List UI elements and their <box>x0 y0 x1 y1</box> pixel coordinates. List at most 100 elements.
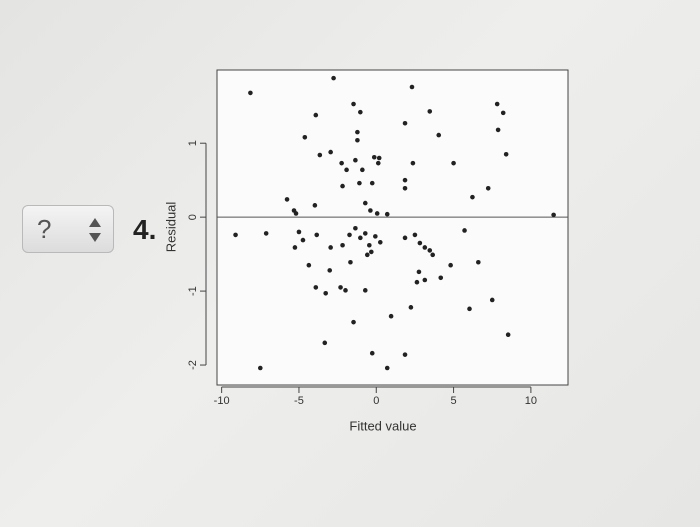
point <box>388 313 394 319</box>
select-arrows <box>89 218 101 242</box>
x-tick-label: 10 <box>525 395 537 407</box>
point <box>368 208 373 213</box>
answer-select[interactable]: ? <box>22 205 114 253</box>
point <box>317 152 323 158</box>
point <box>351 319 356 325</box>
point <box>369 350 375 356</box>
point <box>344 167 349 173</box>
point <box>327 268 333 273</box>
point <box>355 137 360 143</box>
point <box>339 160 344 166</box>
point <box>402 235 408 241</box>
point <box>355 129 360 135</box>
point <box>412 232 418 238</box>
point <box>367 242 372 248</box>
point <box>448 262 453 268</box>
point <box>328 149 333 155</box>
point <box>422 277 428 283</box>
point <box>427 109 433 114</box>
point <box>451 160 456 166</box>
x-tick-label: -10 <box>214 395 230 407</box>
point <box>374 211 380 216</box>
point <box>306 262 312 268</box>
point <box>364 252 370 258</box>
point <box>467 306 472 312</box>
point <box>353 157 358 163</box>
point <box>369 249 374 255</box>
point <box>500 110 506 116</box>
point <box>343 288 348 293</box>
point <box>402 352 408 357</box>
point <box>384 211 390 217</box>
point <box>314 232 320 238</box>
y-tick-label: -1 <box>187 286 199 296</box>
point <box>348 259 353 265</box>
point <box>402 186 408 191</box>
point <box>489 297 495 303</box>
point <box>416 269 422 275</box>
point <box>376 155 382 161</box>
x-tick-label: 5 <box>451 395 457 407</box>
point <box>436 132 442 138</box>
point <box>371 154 377 160</box>
x-tick-label: 0 <box>373 395 379 407</box>
plot-area <box>216 69 569 386</box>
point <box>485 186 491 191</box>
point <box>430 252 436 258</box>
point <box>362 200 368 206</box>
point <box>257 365 263 371</box>
point <box>408 305 414 310</box>
point <box>438 275 444 281</box>
point <box>340 242 345 248</box>
point <box>505 332 511 338</box>
point <box>410 160 416 166</box>
point <box>292 245 298 250</box>
point <box>340 183 345 189</box>
point <box>495 127 501 133</box>
x-axis-label: Fitted value <box>349 418 416 433</box>
point <box>358 235 363 241</box>
point <box>422 245 428 250</box>
point <box>358 109 363 115</box>
point <box>284 197 290 202</box>
point <box>360 167 365 173</box>
point <box>402 120 408 126</box>
point <box>362 288 368 293</box>
point <box>470 194 475 200</box>
point <box>362 231 368 236</box>
point <box>322 340 328 346</box>
point <box>328 245 333 250</box>
x-tick-label: -5 <box>294 395 304 407</box>
point <box>427 248 433 253</box>
point <box>312 203 318 208</box>
y-tick-label: 1 <box>187 140 199 146</box>
point <box>353 225 358 231</box>
y-tick-label: -2 <box>187 360 199 370</box>
point <box>323 291 329 296</box>
answer-value: ? <box>37 214 52 244</box>
point <box>375 160 381 166</box>
point <box>248 90 253 96</box>
point <box>293 211 299 216</box>
point <box>369 180 375 186</box>
point <box>302 134 308 140</box>
point <box>417 240 423 246</box>
point <box>377 239 383 245</box>
point <box>347 232 352 238</box>
point <box>384 365 390 371</box>
y-axis-label: Residual <box>163 202 178 253</box>
question-number: 4. <box>133 214 157 245</box>
point <box>494 101 500 107</box>
point <box>357 180 362 186</box>
point <box>414 279 420 285</box>
point <box>462 228 467 233</box>
point <box>503 151 509 157</box>
point <box>313 285 319 290</box>
point <box>233 232 238 238</box>
point <box>296 229 302 235</box>
y-tick-label: 0 <box>187 214 199 220</box>
point <box>313 112 319 118</box>
point <box>331 75 336 81</box>
